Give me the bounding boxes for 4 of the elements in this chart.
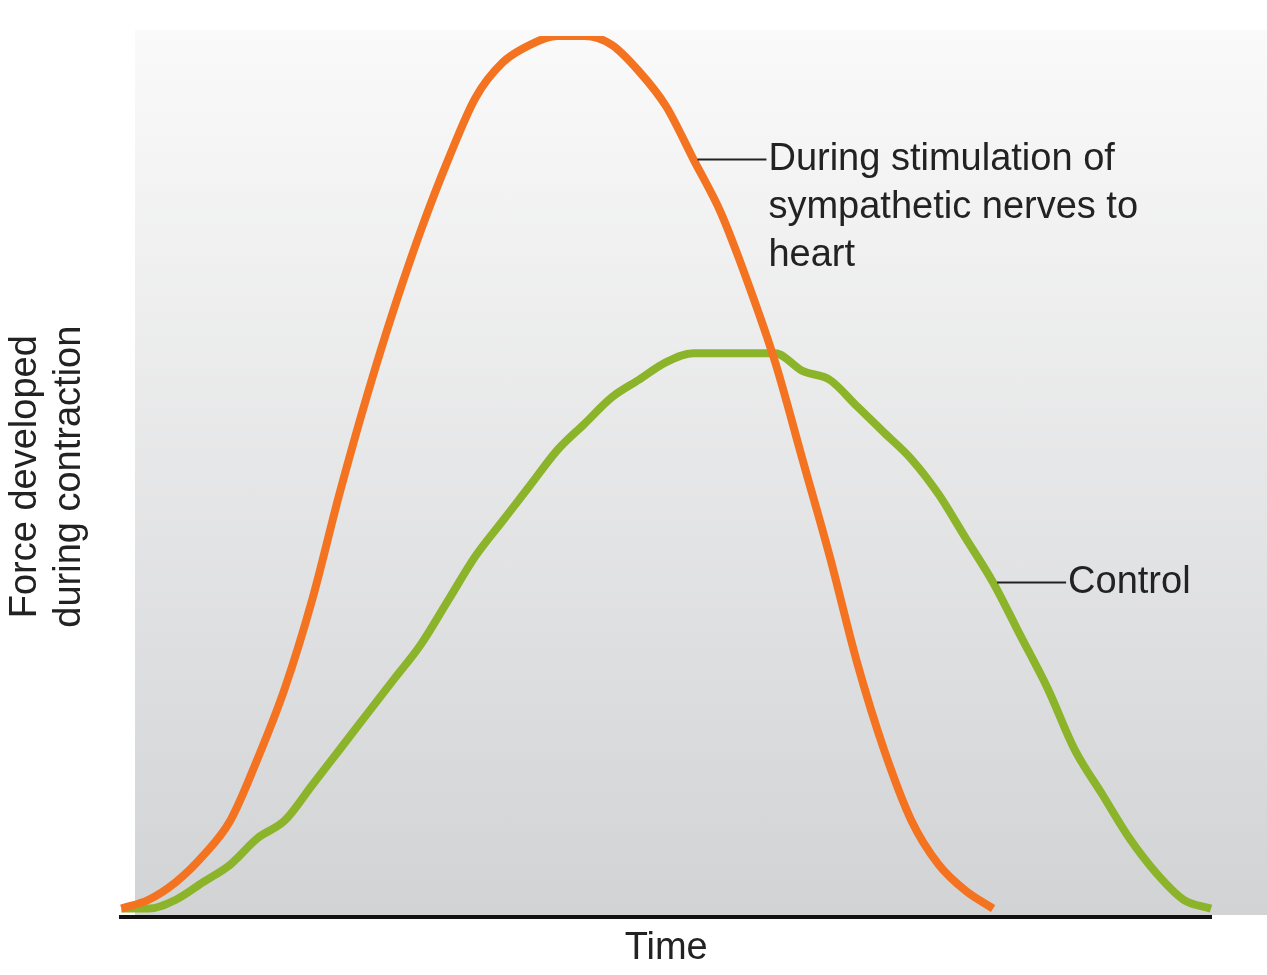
x-axis-title: Time xyxy=(624,924,708,967)
series-label: During stimulation of sympathetic nerves to heart xyxy=(768,135,1139,274)
y-axis-title: Force developed during contraction xyxy=(2,325,89,628)
series-label: Control xyxy=(1068,558,1191,601)
